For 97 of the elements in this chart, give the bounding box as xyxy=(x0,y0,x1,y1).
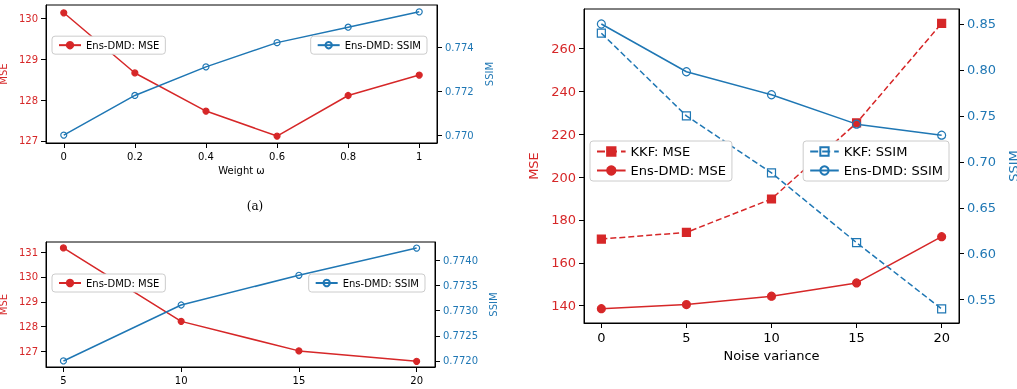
y2-tick-label: 0.70 xyxy=(967,154,996,170)
y-tick-label: 180 xyxy=(551,212,576,228)
x-axis-title: Weight ω xyxy=(218,165,265,177)
x-axis-title: Noise variance xyxy=(723,347,820,363)
y-tick-label: 128 xyxy=(18,94,38,106)
point xyxy=(273,39,281,47)
point xyxy=(596,28,606,38)
point xyxy=(413,357,421,365)
y-tick-label: 127 xyxy=(18,345,38,357)
y2-axis-title: SSIM xyxy=(1005,150,1017,182)
point xyxy=(177,317,185,325)
y-tick-label: 240 xyxy=(551,83,576,99)
x-tick-label: 0.6 xyxy=(269,150,285,162)
legend-label: Ens-DMD: SSIM xyxy=(344,39,421,51)
y2-tick-label: 0.772 xyxy=(445,85,474,97)
point xyxy=(681,67,692,77)
x-tick-label: 20 xyxy=(410,374,423,386)
point xyxy=(766,90,777,100)
point xyxy=(295,347,303,355)
point xyxy=(596,234,606,244)
x-tick-label: 0.8 xyxy=(340,150,357,162)
x-tick-label: 5 xyxy=(682,330,691,345)
y2-tick-label: 0.80 xyxy=(967,62,996,78)
y2-tick-label: 0.65 xyxy=(967,200,996,216)
legend-label: KKF: MSE xyxy=(630,144,691,159)
y-axis-title: MSE xyxy=(526,152,542,180)
y2-axis-title: SSIM xyxy=(484,61,496,87)
y-tick-label: 260 xyxy=(551,41,576,57)
point xyxy=(766,291,777,301)
point xyxy=(131,91,139,100)
y-tick-label: 129 xyxy=(18,296,38,308)
x-tick-label: 5 xyxy=(60,374,67,386)
point xyxy=(937,18,947,28)
y-tick-label: 127 xyxy=(18,135,38,147)
point xyxy=(202,63,210,71)
y2-tick-label: 0.75 xyxy=(967,108,996,124)
x-tick-label: 0.4 xyxy=(198,150,214,162)
point xyxy=(344,91,352,100)
point xyxy=(202,107,210,115)
y2-tick-label: 0.7725 xyxy=(443,330,478,342)
y2-tick-label: 0.60 xyxy=(967,246,996,262)
point xyxy=(766,168,777,178)
y-axis-title: MSE xyxy=(0,63,9,85)
x-tick-label: 10 xyxy=(174,374,188,386)
x-tick-label: 10 xyxy=(763,330,780,345)
y-tick-label: 128 xyxy=(18,321,38,333)
point xyxy=(851,278,862,288)
point xyxy=(131,69,139,77)
legend-label: Ens-DMD: MSE xyxy=(86,39,160,51)
point xyxy=(415,71,423,79)
point xyxy=(59,244,68,252)
y-tick-label: 160 xyxy=(551,255,576,271)
y-tick-label: 200 xyxy=(551,169,576,185)
x-tick-label: 15 xyxy=(848,330,865,345)
point xyxy=(851,238,862,248)
legend-label: KKF: SSIM xyxy=(843,144,908,159)
y2-tick-label: 0.7720 xyxy=(443,355,478,367)
x-tick-label: 1 xyxy=(416,150,423,162)
point xyxy=(937,232,947,242)
point xyxy=(273,132,281,140)
y-tick-label: 130 xyxy=(18,12,38,24)
x-tick-label: 0.2 xyxy=(126,150,143,162)
y-tick-label: 131 xyxy=(18,246,38,258)
point xyxy=(681,111,692,121)
point xyxy=(344,23,352,31)
point xyxy=(681,299,692,310)
y2-tick-label: 0.7740 xyxy=(443,254,478,266)
y2-tick-label: 0.770 xyxy=(445,129,474,141)
point xyxy=(596,19,606,29)
point xyxy=(937,304,947,314)
x-tick-label: 0 xyxy=(60,150,67,162)
y2-tick-label: 0.55 xyxy=(967,292,996,308)
y2-axis-title: SSIM xyxy=(488,292,500,317)
legend-label: Ens-DMD: MSE xyxy=(86,277,160,289)
y2-tick-label: 0.7735 xyxy=(443,279,478,291)
y-tick-label: 140 xyxy=(551,298,576,314)
point xyxy=(766,194,777,204)
point xyxy=(681,227,692,237)
y-tick-label: 220 xyxy=(551,126,576,142)
legend-label: Ens-DMD: SSIM xyxy=(843,163,944,178)
y2-tick-label: 0.7730 xyxy=(443,305,478,317)
y2-tick-label: 0.774 xyxy=(445,41,474,53)
point xyxy=(937,130,947,140)
point xyxy=(295,271,303,279)
x-tick-label: 20 xyxy=(933,330,950,345)
y-axis-title: MSE xyxy=(0,293,9,316)
y2-tick-label: 0.85 xyxy=(967,16,996,32)
point xyxy=(60,9,68,17)
point xyxy=(177,301,185,309)
text: (a) xyxy=(246,199,264,213)
y-tick-label: 129 xyxy=(18,53,38,65)
x-tick-label: 0 xyxy=(597,330,606,345)
legend-label: Ens-DMD: MSE xyxy=(630,163,726,178)
y-tick-label: 130 xyxy=(18,271,38,283)
legend-label: Ens-DMD: SSIM xyxy=(342,277,419,289)
x-tick-label: 15 xyxy=(292,374,306,386)
point xyxy=(596,304,606,314)
